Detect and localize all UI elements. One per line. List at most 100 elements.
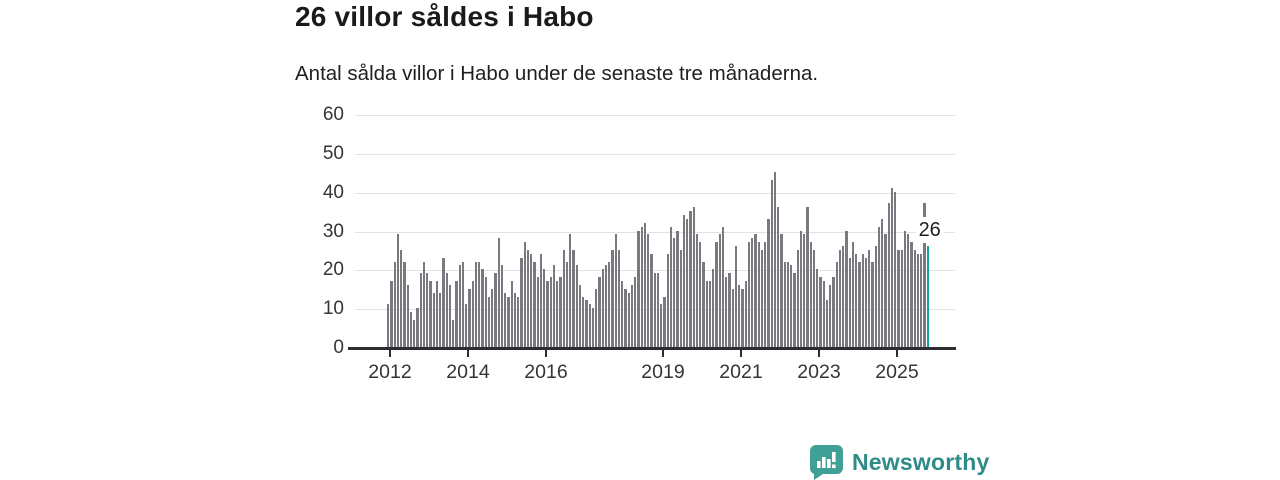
bar (751, 238, 754, 347)
bar (637, 230, 640, 347)
bar (864, 257, 868, 347)
y-axis-labels: 0 10 20 30 40 50 60 (290, 104, 344, 358)
bar (705, 280, 708, 347)
bar (715, 242, 718, 347)
bar (796, 249, 799, 347)
bar (523, 242, 526, 347)
bar (660, 304, 663, 347)
y-tick-label: 10 (322, 298, 344, 320)
bar (708, 280, 712, 347)
bar (455, 280, 458, 347)
bar (842, 246, 845, 347)
bar (741, 288, 744, 347)
bar (900, 249, 903, 347)
bar (695, 234, 699, 347)
bar (812, 249, 816, 347)
bar (689, 211, 692, 347)
bar (494, 273, 497, 347)
bar (627, 292, 630, 347)
bar (721, 226, 725, 347)
bar (474, 261, 478, 347)
bar-current-highlight (926, 246, 929, 347)
y-tick-label: 60 (322, 104, 344, 126)
bar (744, 280, 747, 347)
bar (738, 284, 741, 347)
bar (513, 292, 517, 347)
newsworthy-logo-icon (810, 445, 843, 480)
x-tick-label-2016: 2016 (524, 361, 568, 383)
x-tick-2014 (467, 349, 469, 357)
bar (400, 249, 403, 347)
bar (549, 277, 552, 347)
bar (520, 257, 523, 347)
bar (868, 249, 871, 347)
bar (439, 292, 442, 347)
bar (851, 242, 855, 347)
bar (718, 234, 721, 347)
x-axis-line (348, 347, 956, 350)
bar (838, 249, 842, 347)
bar (539, 253, 543, 347)
bar (387, 304, 390, 347)
bar (673, 238, 676, 347)
last-value-annotation: 26 (915, 217, 944, 244)
bar (396, 234, 400, 347)
bar (582, 296, 585, 347)
bar (442, 257, 445, 347)
bar (578, 284, 582, 347)
gridline-y20 (355, 270, 955, 272)
bar (806, 207, 809, 347)
bar (608, 261, 611, 347)
bar (728, 273, 731, 347)
bar (526, 249, 530, 347)
page-title: 26 villor såldes i Habo (295, 1, 594, 32)
bar (403, 261, 406, 347)
bar (767, 218, 770, 347)
bar (556, 280, 559, 347)
bar (419, 273, 422, 347)
gridline-y40 (355, 192, 955, 194)
bar (747, 242, 751, 347)
bar-chart-plot-area: 2012 2014 2016 2019 2021 2023 2025 (348, 115, 956, 383)
bar (832, 277, 835, 347)
x-tick-label-2012: 2012 (368, 361, 412, 383)
bar (780, 234, 783, 347)
bar (799, 230, 803, 347)
bar (491, 288, 494, 347)
bar (663, 296, 666, 347)
bar (790, 265, 793, 347)
bar (598, 277, 601, 347)
bar (682, 214, 686, 347)
bar (666, 253, 669, 347)
x-tick-2019 (662, 349, 664, 357)
bar (572, 249, 575, 347)
bar (760, 249, 764, 347)
bar (504, 292, 507, 347)
bar (543, 269, 546, 347)
x-tick-2012 (389, 349, 391, 357)
bar (461, 261, 465, 347)
x-tick-2021 (740, 349, 742, 357)
bar (858, 261, 861, 347)
bar (725, 277, 728, 347)
y-tick-label: 50 (322, 142, 344, 164)
bar (764, 242, 767, 347)
bar (702, 261, 705, 347)
bar (468, 288, 471, 347)
bar (734, 246, 738, 347)
bar (517, 296, 520, 347)
bar (432, 292, 435, 347)
bar (816, 269, 819, 347)
bar (562, 249, 565, 347)
bar (546, 280, 549, 347)
bar (910, 242, 913, 347)
y-tick-label: 20 (322, 259, 344, 281)
newsworthy-brand[interactable]: Newsworthy (810, 444, 989, 480)
bar (712, 269, 715, 347)
bar (845, 230, 848, 347)
bar (588, 304, 591, 347)
y-tick-label: 30 (322, 220, 344, 242)
gridline-y30 (355, 231, 955, 233)
bar (487, 296, 491, 347)
bar (601, 269, 604, 347)
